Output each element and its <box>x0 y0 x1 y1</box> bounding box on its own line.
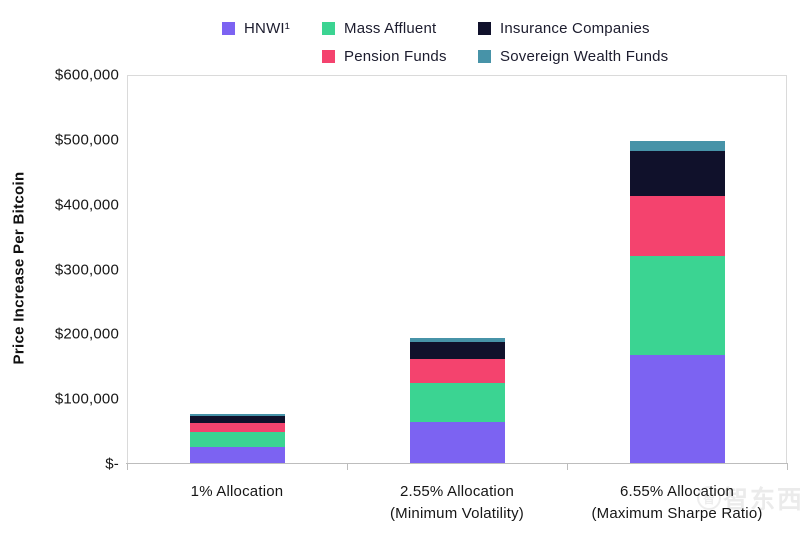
x-axis-label-line: (Minimum Volatility) <box>389 505 525 522</box>
y-axis-tick-label: $200,000 <box>54 325 119 343</box>
legend-item: Pension Funds <box>322 42 447 70</box>
x-axis-label-line: 6.55% Allocation <box>619 483 735 500</box>
x-axis-category-label: 1% Allocation <box>122 481 352 503</box>
x-axis-label-line: 1% Allocation <box>190 483 284 500</box>
x-axis-line <box>126 463 788 464</box>
legend-swatch-icon <box>222 21 235 35</box>
bar-segment <box>629 151 725 196</box>
y-axis-tick-label: $100,000 <box>54 390 119 408</box>
x-axis-tick <box>127 464 128 470</box>
legend-label: HNWI¹ <box>244 19 290 37</box>
legend-item: Insurance Companies <box>478 14 668 42</box>
bar-segment <box>409 337 505 342</box>
legend-item: Sovereign Wealth Funds <box>478 42 668 70</box>
legend-item: HNWI¹ <box>222 14 290 42</box>
legend-label: Insurance Companies <box>500 19 650 37</box>
legend-swatch-icon <box>478 21 491 35</box>
legend-label: Mass Affluent <box>344 19 437 37</box>
legend-column: HNWI¹ <box>222 14 290 42</box>
x-axis-label-line: 2.55% Allocation <box>399 483 515 500</box>
legend-swatch-icon <box>322 21 335 35</box>
y-axis-tick-label: $400,000 <box>54 196 119 214</box>
bar-segment <box>409 341 505 360</box>
x-axis-label-line: (Maximum Sharpe Ratio) <box>591 505 763 522</box>
legend-column: Insurance Companies Sovereign Wealth Fund… <box>478 14 668 70</box>
y-axis-tick-label: $600,000 <box>54 66 119 84</box>
y-axis-title: Price Increase Per Bitcoin <box>10 171 28 365</box>
legend-swatch-icon <box>322 49 335 63</box>
y-axis-tick-label: $300,000 <box>54 261 119 278</box>
bar-segment <box>189 414 285 416</box>
legend-swatch-icon <box>478 49 491 63</box>
plot-area <box>127 75 787 464</box>
bar-segment <box>629 355 725 463</box>
legend-column: Mass Affluent Pension Funds <box>322 14 447 70</box>
x-axis-category-label: 2.55% Allocation (Minimum Volatility) <box>342 481 572 525</box>
bar-segment <box>409 421 505 463</box>
bar-segment <box>189 416 285 423</box>
bar-segment <box>189 422 285 432</box>
bar-segment <box>409 382 505 422</box>
legend-label: Pension Funds <box>344 47 447 65</box>
y-axis-tick-label: $500,000 <box>54 131 119 149</box>
bar-segment <box>409 359 505 383</box>
y-axis-tick-label: $- <box>105 455 119 473</box>
bar-segment <box>629 195 725 257</box>
chart-legend: HNWI¹ Mass Affluent Pension Funds Insurance… <box>0 14 800 76</box>
bar-segment <box>629 256 725 356</box>
bar-segment <box>189 431 285 447</box>
legend-label: Sovereign Wealth Funds <box>500 47 669 65</box>
x-axis-category-label: 6.55% Allocation (Maximum Sharpe Ratio) <box>562 481 792 525</box>
x-axis-tick <box>787 464 788 470</box>
x-axis-tick <box>347 464 348 470</box>
bar-segment <box>629 140 725 152</box>
legend-item: Mass Affluent <box>322 14 447 42</box>
bar-segment <box>189 446 285 463</box>
x-axis-tick <box>567 464 568 470</box>
